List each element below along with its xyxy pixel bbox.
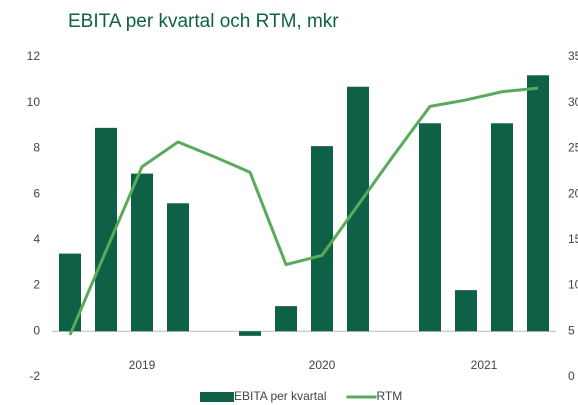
bar — [59, 253, 81, 332]
y-tick-label: -2 — [29, 369, 40, 383]
y2-tick-label: 35 — [568, 49, 578, 63]
y-tick-label: 10 — [27, 95, 41, 109]
y-tick-label: 4 — [33, 232, 40, 246]
bar — [347, 86, 369, 332]
bar — [311, 146, 333, 332]
bar — [131, 173, 153, 332]
bar — [167, 203, 189, 332]
line — [68, 86, 539, 336]
legend-label: EBITA per kvartal — [234, 389, 326, 403]
x-group-label: 2019 — [129, 358, 156, 372]
y2-tick-label: 5 — [568, 323, 575, 337]
x-group-label: 2020 — [309, 358, 336, 372]
bar — [419, 123, 441, 332]
bar — [275, 306, 297, 332]
y2-tick-label: 15 — [568, 232, 578, 246]
x-group-label: 2021 — [471, 358, 498, 372]
bar — [455, 290, 477, 332]
y-tick-label: 8 — [33, 141, 40, 155]
bar — [527, 75, 549, 332]
bar — [491, 123, 513, 332]
y2-tick-label: 25 — [568, 141, 578, 155]
y2-tick-label: 10 — [568, 278, 578, 292]
y-tick-label: 2 — [33, 278, 40, 292]
chart-title: EBITA per kvartal och RTM, mkr — [68, 11, 339, 32]
y2-tick-label: 30 — [568, 95, 578, 109]
legend-label: RTM — [376, 389, 402, 403]
y2-tick-label: 0 — [568, 369, 575, 383]
y-tick-label: 0 — [33, 323, 40, 337]
y-tick-label: 6 — [33, 186, 40, 200]
y-tick-label: 12 — [27, 49, 41, 63]
y2-tick-label: 20 — [568, 186, 578, 200]
legend-swatch — [200, 392, 234, 402]
bar — [239, 331, 261, 336]
bar — [95, 127, 117, 332]
